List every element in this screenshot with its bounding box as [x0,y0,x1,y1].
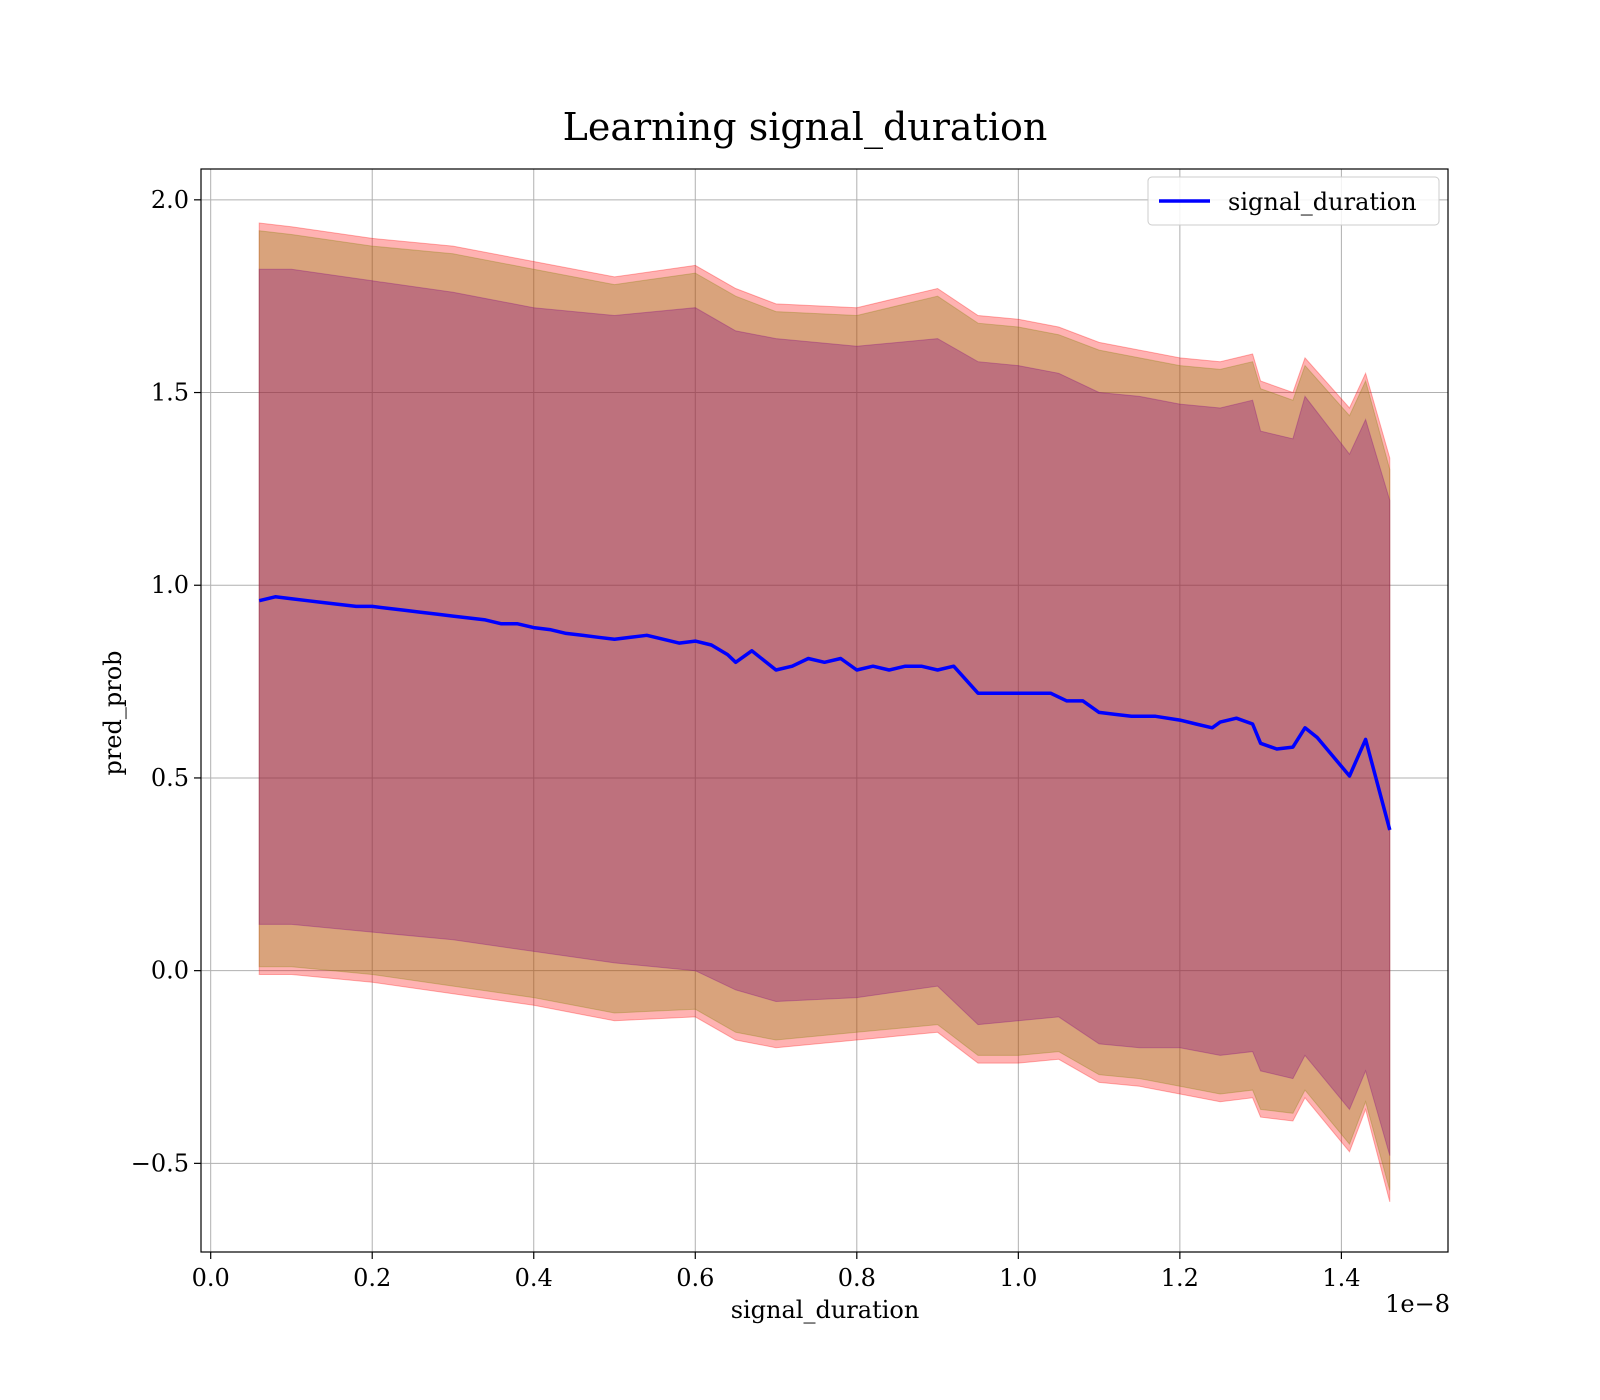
y-tick-label-5: 2.0 [151,186,189,214]
y-tick-label-0: −0.5 [131,1149,189,1177]
grid [201,169,1448,1252]
x-tick-label-3: 0.6 [676,1264,714,1292]
x-tick-label-0: 0.0 [192,1264,230,1292]
series-line-0 [258,595,1392,831]
x-offset-label: 1e−8 [1385,1290,1450,1318]
y-tick-label-4: 1.5 [151,379,189,407]
chart-title: Learning signal_duration [563,105,1048,150]
x-tick-label-1: 0.2 [353,1264,391,1292]
legend-label: signal_duration [1228,188,1417,216]
confidence-band-1 [258,230,1391,1191]
axis-ticks: 0.0 0.2 0.4 0.6 0.8 1.0 1.2 1.4 −0.5 0.0 0.5 1.0 1.5… [131,186,1361,1292]
legend-box [1147,176,1440,226]
x-tick-label-4: 0.8 [838,1264,876,1292]
confidence-band-0 [258,222,1391,1203]
legend: signal_duration [1147,176,1440,226]
confidence-bands [258,222,1391,1203]
x-tick-label-2: 0.4 [515,1264,553,1292]
x-tick-label-7: 1.4 [1322,1264,1360,1292]
plot-frame [200,168,1449,1253]
y-tick-label-1: 0.0 [151,957,189,985]
x-tick-label-5: 1.0 [999,1264,1037,1292]
y-tick-label-2: 0.5 [151,764,189,792]
series-lines [258,595,1392,831]
x-axis-label: signal_duration [731,1296,920,1324]
y-tick-label-3: 1.0 [151,571,189,599]
confidence-band-2 [258,268,1391,1156]
x-tick-label-6: 1.2 [1161,1264,1199,1292]
y-axis-label: pred_prob [99,650,127,775]
